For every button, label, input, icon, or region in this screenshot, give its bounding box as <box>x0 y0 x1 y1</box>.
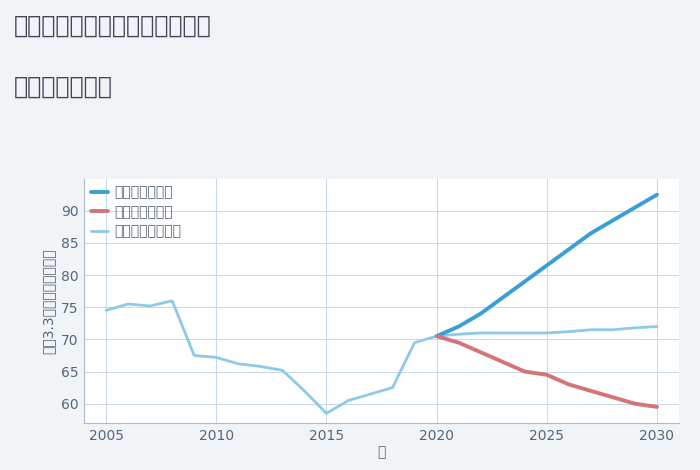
ノーマルシナリオ <box>410 340 419 345</box>
ノーマルシナリオ <box>389 385 397 391</box>
ノーマルシナリオ <box>542 330 551 336</box>
バッドシナリオ <box>609 394 617 400</box>
バッドシナリオ <box>498 359 507 365</box>
ノーマルシナリオ <box>366 391 375 397</box>
Line: グッドシナリオ: グッドシナリオ <box>437 195 657 336</box>
ノーマルシナリオ <box>300 388 309 394</box>
X-axis label: 年: 年 <box>377 446 386 459</box>
Y-axis label: 坪（3.3㎡）単価（万円）: 坪（3.3㎡）単価（万円） <box>41 248 55 353</box>
ノーマルシナリオ <box>454 331 463 337</box>
バッドシナリオ <box>433 333 441 339</box>
ノーマルシナリオ <box>190 352 198 358</box>
ノーマルシナリオ <box>477 330 485 336</box>
ノーマルシナリオ <box>212 354 220 360</box>
グッドシナリオ <box>477 311 485 316</box>
ノーマルシナリオ <box>322 410 330 416</box>
ノーマルシナリオ <box>344 398 353 403</box>
ノーマルシナリオ <box>433 333 441 339</box>
ノーマルシナリオ <box>146 303 154 309</box>
グッドシナリオ <box>454 324 463 329</box>
グッドシナリオ <box>565 247 573 252</box>
グッドシナリオ <box>542 263 551 268</box>
ノーマルシナリオ <box>124 301 132 307</box>
ノーマルシナリオ <box>256 364 265 369</box>
ノーマルシナリオ <box>168 298 176 304</box>
バッドシナリオ <box>542 372 551 377</box>
バッドシナリオ <box>653 404 662 410</box>
ノーマルシナリオ <box>587 327 595 333</box>
ノーマルシナリオ <box>653 324 662 329</box>
グッドシナリオ <box>433 333 441 339</box>
ノーマルシナリオ <box>498 330 507 336</box>
Text: 大阪府大阪市此花区春日出北の: 大阪府大阪市此花区春日出北の <box>14 14 211 38</box>
ノーマルシナリオ <box>102 308 110 313</box>
ノーマルシナリオ <box>234 361 242 367</box>
グッドシナリオ <box>587 230 595 236</box>
ノーマルシナリオ <box>521 330 529 336</box>
ノーマルシナリオ <box>565 329 573 335</box>
ノーマルシナリオ <box>609 327 617 333</box>
グッドシナリオ <box>521 279 529 284</box>
グッドシナリオ <box>498 295 507 300</box>
Text: 土地の価格推移: 土地の価格推移 <box>14 75 113 99</box>
バッドシナリオ <box>477 349 485 355</box>
ノーマルシナリオ <box>278 368 286 373</box>
バッドシナリオ <box>565 382 573 387</box>
グッドシナリオ <box>631 205 639 211</box>
Line: バッドシナリオ: バッドシナリオ <box>437 336 657 407</box>
グッドシナリオ <box>609 218 617 223</box>
グッドシナリオ <box>653 192 662 197</box>
ノーマルシナリオ <box>631 325 639 330</box>
バッドシナリオ <box>631 401 639 407</box>
Legend: グッドシナリオ, バッドシナリオ, ノーマルシナリオ: グッドシナリオ, バッドシナリオ, ノーマルシナリオ <box>91 186 181 239</box>
バッドシナリオ <box>587 388 595 394</box>
バッドシナリオ <box>454 340 463 345</box>
バッドシナリオ <box>521 369 529 375</box>
Line: ノーマルシナリオ: ノーマルシナリオ <box>106 301 657 413</box>
